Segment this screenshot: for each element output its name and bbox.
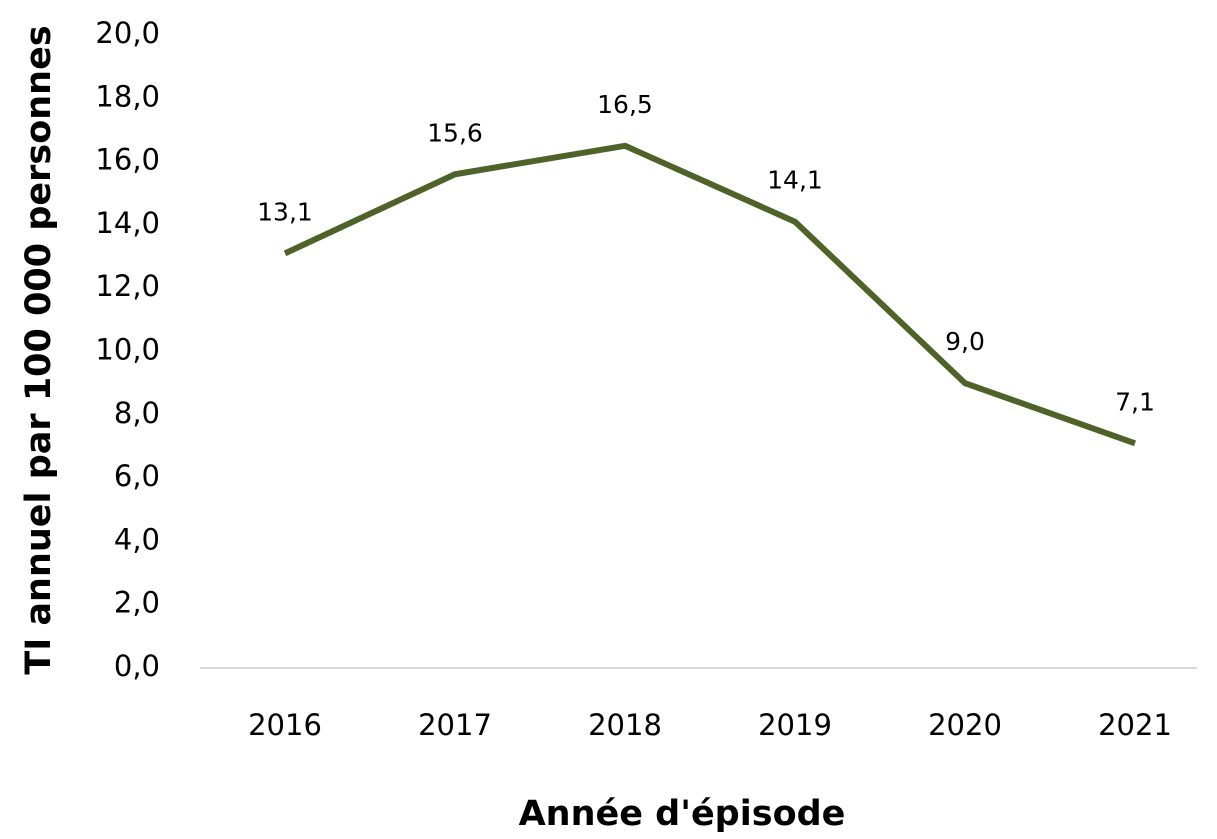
y-axis-title: TI annuel par 100 000 personnes [19,25,59,674]
data-line [283,142,1137,447]
x-axis-title: Année d'épisode [519,794,846,834]
data-label: 9,0 [945,327,985,356]
data-label: 16,5 [597,90,653,119]
x-tick-label: 2016 [248,708,322,742]
data-label: 7,1 [1115,387,1155,416]
x-tick-label: 2017 [418,708,492,742]
data-label: 13,1 [257,197,313,226]
y-tick-label: 10,0 [95,333,160,367]
x-tick-label: 2021 [1098,708,1172,742]
y-tick-label: 14,0 [95,206,160,240]
y-tick-label: 20,0 [95,16,160,50]
data-label: 14,1 [767,166,823,195]
y-tick-label: 18,0 [95,79,160,113]
x-tick-label: 2020 [928,708,1002,742]
data-label: 15,6 [427,118,483,147]
y-tick-label: 12,0 [95,269,160,303]
x-tick-label: 2019 [758,708,832,742]
y-tick-label: 16,0 [95,143,160,177]
y-tick-label: 4,0 [114,522,160,556]
y-tick-label: 0,0 [114,649,160,683]
x-tick-label: 2018 [588,708,662,742]
y-tick-label: 2,0 [114,586,160,620]
y-tick-label: 6,0 [114,459,160,493]
y-tick-label: 8,0 [114,396,160,430]
